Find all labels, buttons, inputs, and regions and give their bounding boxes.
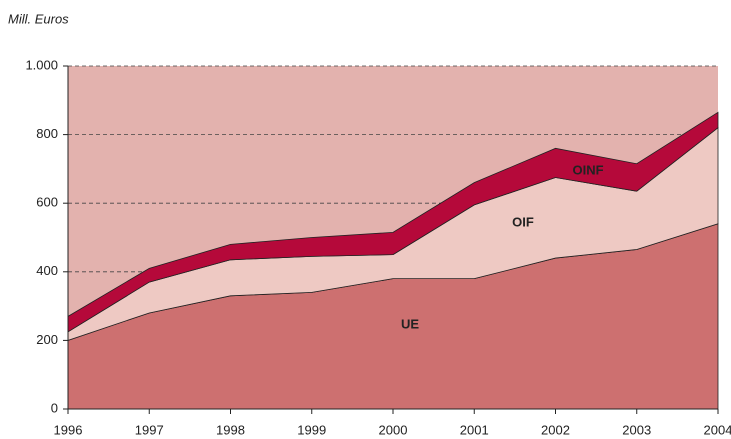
x-tick-label: 2003	[622, 422, 651, 437]
x-tick-label: 1998	[216, 422, 245, 437]
y-tick-label: 800	[36, 126, 58, 141]
chart-subtitle: Mill. Euros	[8, 11, 69, 26]
area-label: UE	[401, 316, 419, 331]
x-tick-label: 1997	[135, 422, 164, 437]
y-tick-label: 200	[36, 332, 58, 347]
y-tick-label: 1.000	[25, 57, 58, 72]
y-tick-label: 400	[36, 263, 58, 278]
x-tick-label: 2000	[379, 422, 408, 437]
y-tick-label: 600	[36, 195, 58, 210]
x-tick-label: 1999	[297, 422, 326, 437]
area	[67, 111, 719, 333]
x-tick-label: 2001	[460, 422, 489, 437]
area-label: OIF	[512, 214, 534, 229]
x-tick-label: 2002	[541, 422, 570, 437]
y-tick-label: 0	[51, 400, 58, 415]
x-tick-label: 2004	[704, 422, 731, 437]
area-label: OINF	[572, 162, 603, 177]
x-tick-label: 1996	[54, 422, 83, 437]
